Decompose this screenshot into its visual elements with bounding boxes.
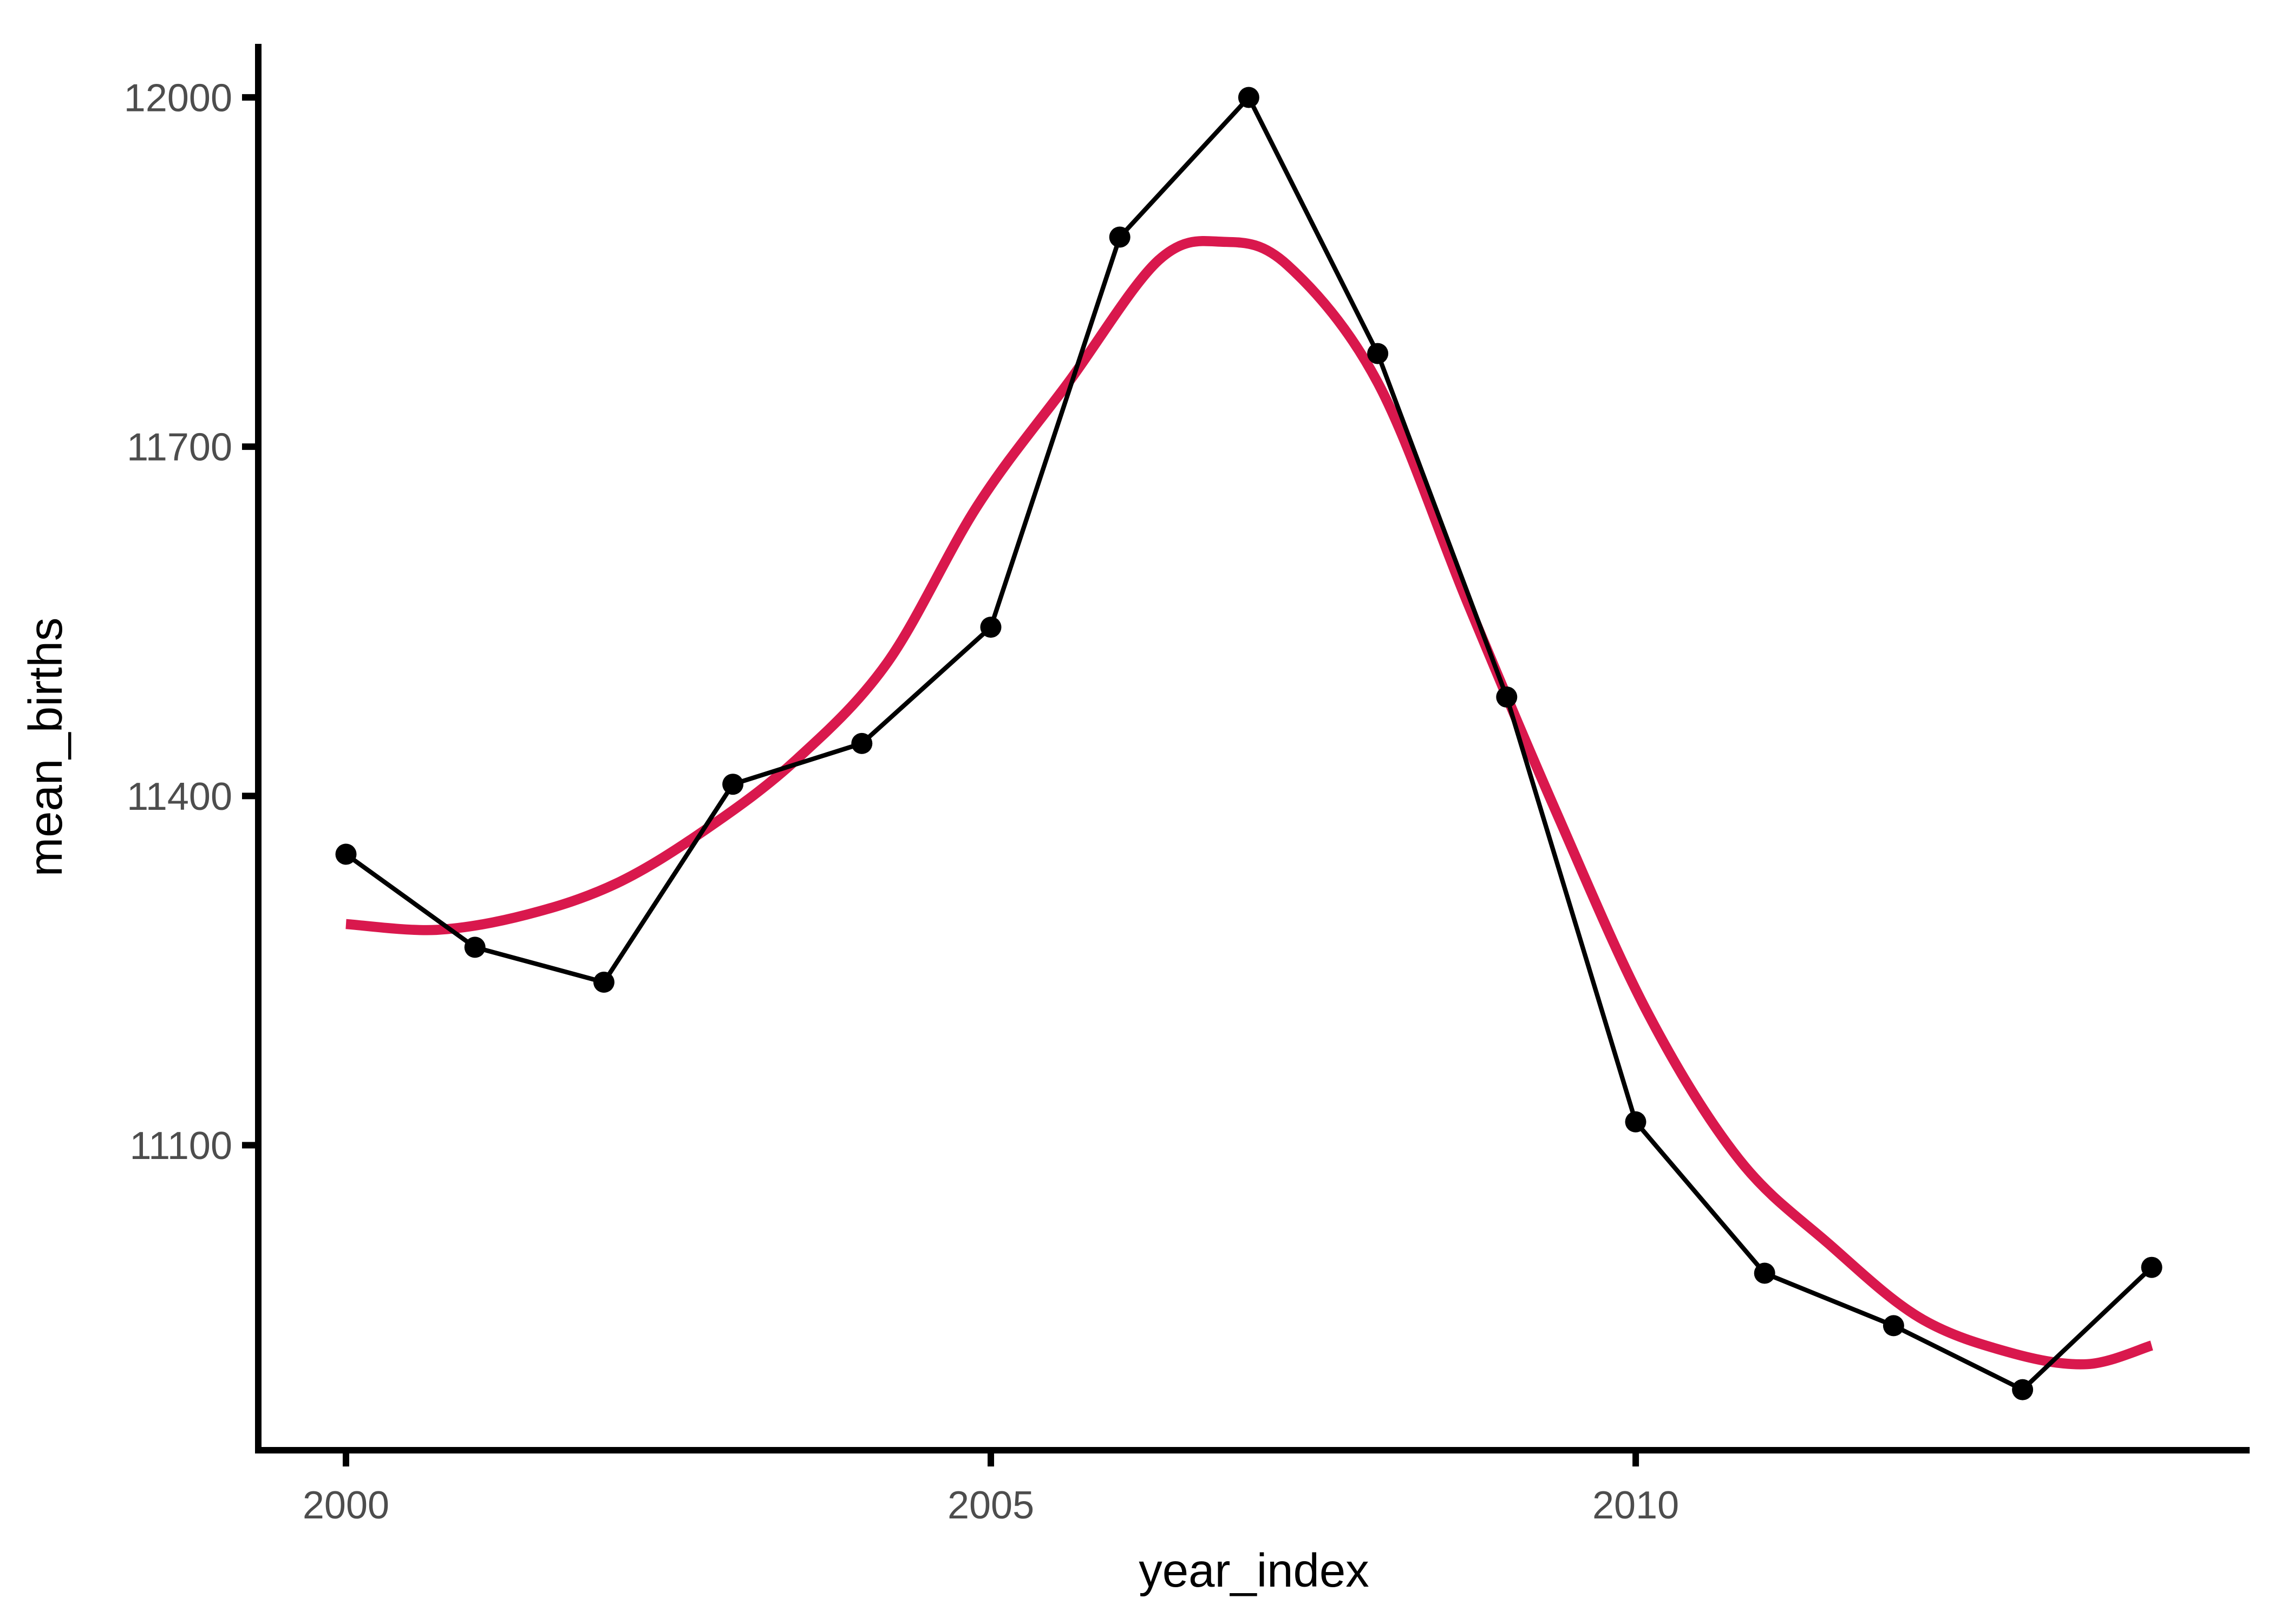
- x-tick-label: 2005: [948, 1484, 1034, 1527]
- data-point: [980, 617, 1002, 638]
- data-point: [1238, 87, 1259, 108]
- tick-labels: 12000 11700 11400 11100 2000 2005 2010: [124, 76, 1679, 1527]
- x-tick-label: 2010: [1592, 1484, 1679, 1527]
- data-point: [593, 971, 615, 993]
- smooth-trend-curve: [345, 236, 2153, 1370]
- smooth-curve-layer: [345, 236, 2153, 1370]
- data-point: [335, 843, 357, 865]
- data-point: [722, 774, 744, 795]
- observed-series-layer: [335, 87, 2162, 1400]
- data-point: [1883, 1315, 1904, 1337]
- data-point: [1109, 226, 1131, 248]
- y-tick-label: 11700: [127, 426, 232, 469]
- data-point: [2141, 1256, 2162, 1278]
- x-axis-title: year_index: [1139, 1544, 1369, 1597]
- data-point: [1367, 343, 1389, 364]
- data-point: [851, 732, 873, 754]
- data-point: [1625, 1111, 1646, 1132]
- data-point: [1754, 1262, 1775, 1284]
- data-point: [2012, 1379, 2034, 1400]
- observed-line: [344, 95, 2153, 1392]
- data-point: [464, 937, 486, 958]
- y-tick-label: 11400: [127, 775, 232, 818]
- axes: [242, 44, 2250, 1466]
- data-point: [1496, 686, 1518, 708]
- y-axis-title: mean_births: [19, 618, 72, 877]
- y-tick-label: 11100: [129, 1124, 232, 1168]
- x-tick-label: 2000: [303, 1484, 389, 1527]
- y-tick-label: 12000: [124, 76, 232, 120]
